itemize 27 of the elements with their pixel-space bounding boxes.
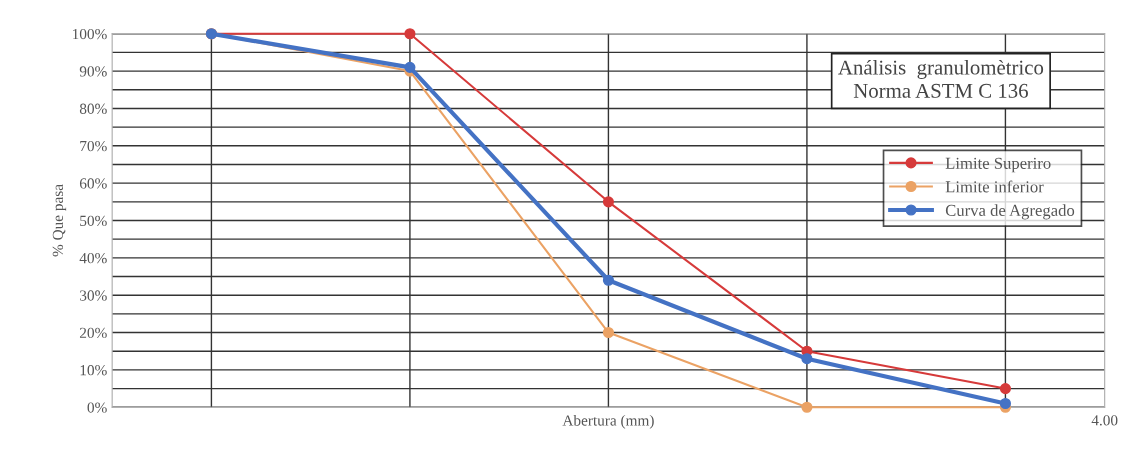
legend-label: Limite Superiro <box>945 157 1051 173</box>
y-tick-label: 100% <box>73 28 107 40</box>
y-tick-label: 90% <box>79 66 107 77</box>
point <box>602 326 614 339</box>
point <box>602 274 614 286</box>
y-tick-label: 80% <box>79 103 107 114</box>
y-tick-label: 60% <box>79 178 107 189</box>
y-tick-label: 40% <box>79 252 107 264</box>
point <box>999 397 1011 410</box>
y-tick-label: 30% <box>80 290 107 301</box>
y-tick-label: 20% <box>79 327 107 339</box>
y-axis-title: % Que pasa <box>52 184 67 257</box>
x-axis-title: Abertura (mm) <box>562 414 654 429</box>
point <box>404 28 416 40</box>
point <box>999 383 1011 395</box>
point <box>801 353 813 365</box>
legend-label: Limite inferior <box>945 180 1044 193</box>
point <box>404 61 416 73</box>
text: 4.00 <box>1091 415 1118 426</box>
y-tick-label: 0% <box>87 402 107 413</box>
text: Análisis granulomètrico Norma ASTM C 136 <box>838 59 1044 98</box>
legend-label: Curva de Agregado <box>945 204 1075 220</box>
y-tick-label: 10% <box>80 365 107 376</box>
point <box>801 401 813 413</box>
y-tick-label: 70% <box>80 140 107 152</box>
y-tick-label: 50% <box>80 215 107 226</box>
point <box>602 196 614 208</box>
